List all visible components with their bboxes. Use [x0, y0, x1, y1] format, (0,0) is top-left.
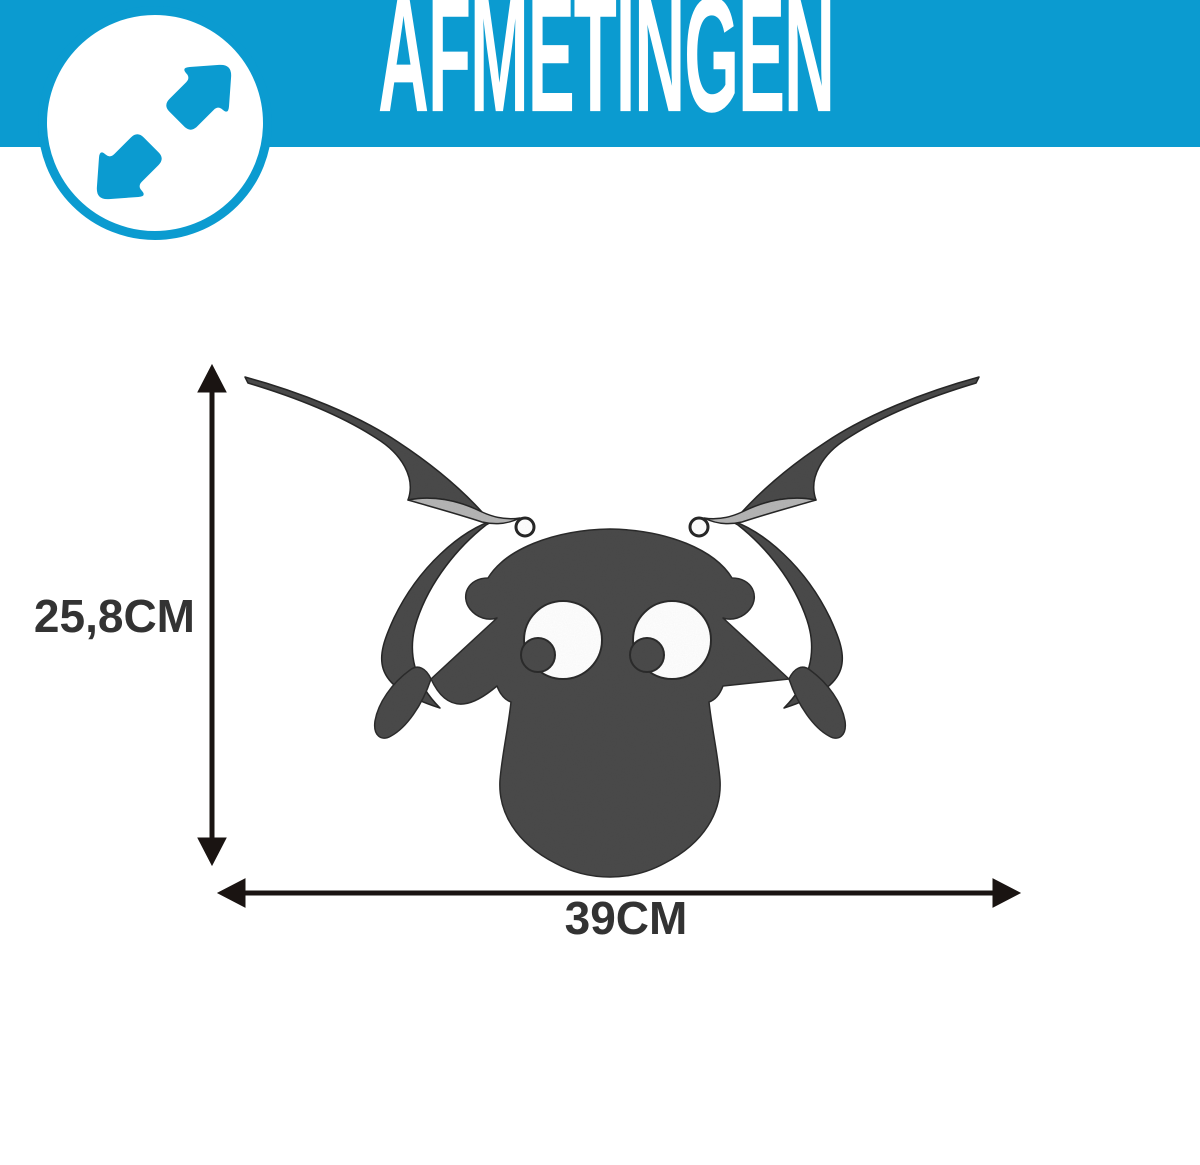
svg-text:25,8CM: 25,8CM — [34, 590, 195, 642]
svg-text:39CM: 39CM — [565, 892, 688, 944]
